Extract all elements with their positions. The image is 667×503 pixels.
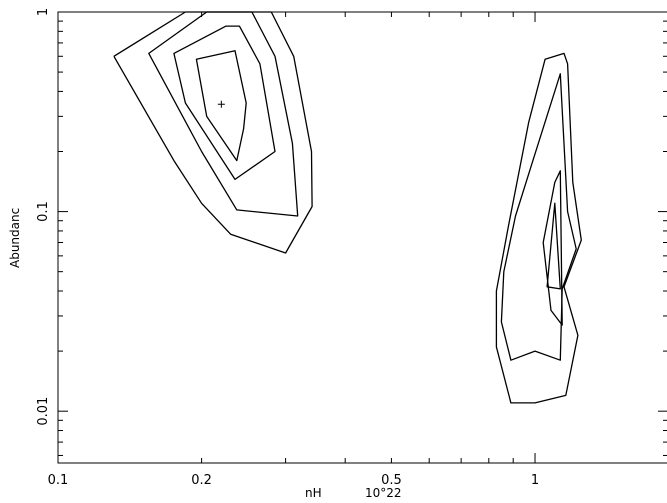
contour-right-second [542, 170, 563, 326]
x-tick-label: 1 [531, 473, 539, 488]
x-tick-label: 0.1 [48, 473, 69, 488]
y-tick-label: 0.01 [36, 397, 51, 426]
y-tick-label: 1 [36, 8, 51, 16]
best-fit-marker-group [217, 100, 225, 108]
x-axis-unit-label: 10°22 [365, 486, 402, 500]
contour-left-outer [113, 11, 313, 254]
axis-ticks [57, 11, 667, 463]
y-axis-label: Abundanc [8, 208, 22, 268]
tick-labels: 0.1 0.2 0.5 1 0.01 0.1 1 [36, 8, 539, 488]
x-tick-label: 0.5 [381, 473, 402, 488]
contour-lines [113, 11, 582, 404]
y-tick-label: 0.1 [36, 201, 51, 222]
plot-frame [57, 11, 667, 464]
contour-left-inner [195, 50, 247, 162]
contour-right-inner [546, 202, 561, 290]
contour-left-third [148, 11, 299, 217]
contour-left-second [173, 25, 276, 181]
contour-right-outer [495, 52, 582, 404]
contour-right-third [500, 73, 577, 361]
x-axis-label: nH [305, 486, 322, 500]
x-tick-label: 0.2 [191, 473, 212, 488]
